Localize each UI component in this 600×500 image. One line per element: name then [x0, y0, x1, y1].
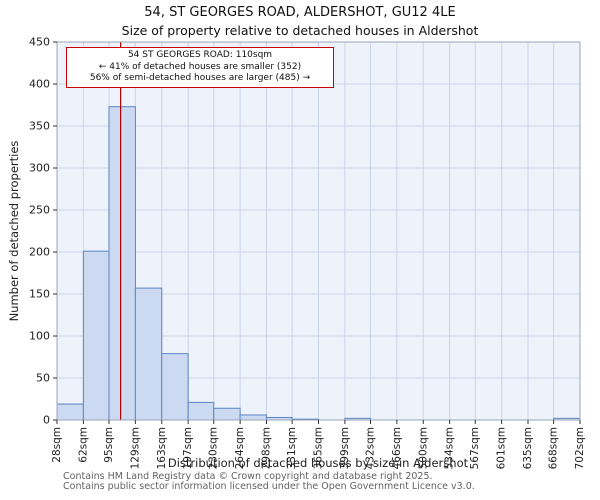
x-tick-label: 331sqm [286, 427, 298, 469]
x-tick-label: 466sqm [391, 427, 403, 469]
y-tick-label: 450 [29, 36, 50, 49]
y-tick-label: 0 [43, 414, 50, 427]
x-tick-label: 567sqm [469, 427, 481, 469]
histogram-bar [161, 353, 189, 421]
histogram-bar [187, 401, 215, 421]
histogram-bar [134, 287, 163, 421]
histogram-bar [213, 407, 241, 421]
x-tick-label: 62sqm [77, 427, 89, 463]
attribution-footer: Contains HM Land Registry data © Crown c… [63, 471, 475, 493]
x-tick-label: 129sqm [129, 427, 141, 469]
attribution-line-2: Contains public sector information licen… [63, 481, 475, 493]
histogram-bar [56, 403, 84, 421]
x-tick-label: 163sqm [156, 427, 168, 469]
y-tick-label: 350 [29, 120, 50, 133]
x-tick-label: 365sqm [313, 427, 325, 469]
attribution-line-1: Contains HM Land Registry data © Crown c… [63, 471, 433, 482]
x-tick-label: 197sqm [182, 427, 194, 469]
x-tick-label: 28sqm [51, 427, 63, 463]
histogram-bar [108, 106, 136, 421]
annotation-line-3: 56% of semi-detached houses are larger (… [89, 73, 311, 84]
histogram-bar [239, 414, 268, 421]
x-tick-label: 399sqm [339, 427, 351, 469]
y-tick-label: 100 [29, 330, 50, 343]
histogram-bar [82, 250, 110, 421]
y-tick-label: 150 [29, 288, 50, 301]
x-tick-label: 500sqm [417, 427, 429, 469]
x-tick-label: 95sqm [103, 427, 115, 463]
y-tick-label: 250 [29, 204, 50, 217]
y-tick-label: 400 [29, 78, 50, 91]
property-annotation-box: 54 ST GEORGES ROAD: 110sqm ← 41% of deta… [66, 47, 334, 89]
x-tick-label: 702sqm [574, 427, 586, 469]
annotation-line-2: ← 41% of detached houses are smaller (35… [98, 61, 302, 72]
y-tick-label: 300 [29, 162, 50, 175]
x-tick-label: 432sqm [364, 427, 376, 469]
x-tick-label: 668sqm [548, 427, 560, 469]
chart-subtitle: Size of property relative to detached ho… [121, 23, 479, 38]
y-tick-label: 50 [36, 372, 50, 385]
x-tick-label: 298sqm [261, 427, 273, 469]
chart-title: 54, ST GEORGES ROAD, ALDERSHOT, GU12 4LE [144, 5, 456, 20]
x-tick-label: 230sqm [208, 427, 220, 469]
x-axis-title: Distribution of detached houses by size … [167, 456, 469, 470]
annotation-line-1: 54 ST GEORGES ROAD: 110sqm [127, 50, 273, 60]
x-tick-label: 635sqm [522, 427, 534, 469]
x-tick-label: 534sqm [444, 427, 456, 469]
y-tick-label: 200 [29, 246, 50, 259]
x-tick-label: 601sqm [496, 427, 508, 469]
x-tick-label: 264sqm [234, 427, 246, 469]
